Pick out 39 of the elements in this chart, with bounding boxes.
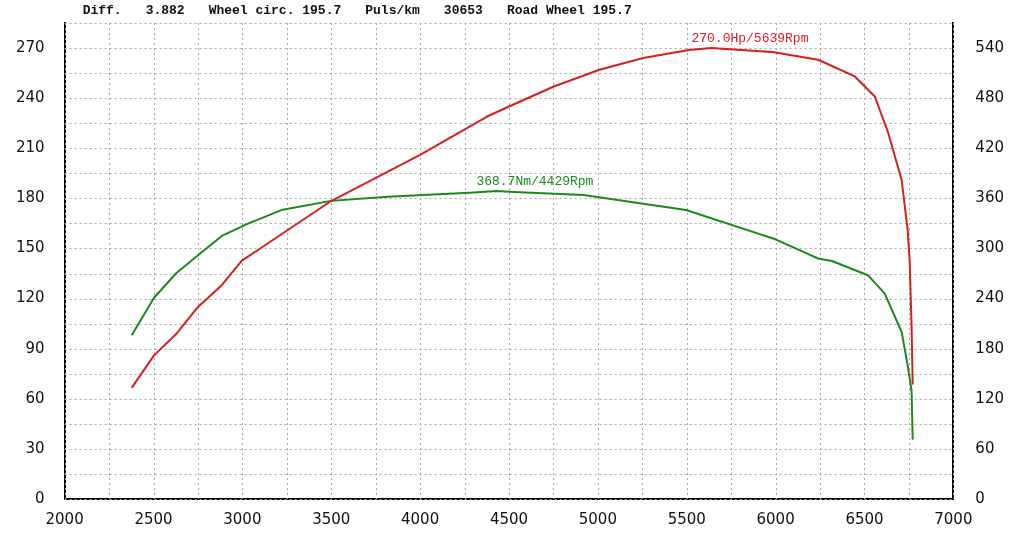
x-tick-label: 2000 (45, 509, 84, 528)
x-tick-label: 4500 (489, 509, 529, 528)
text: Wheel circ. 195.7 (208, 3, 342, 19)
y2-tick-label: 0 (975, 488, 985, 507)
x-tick-label: 6000 (756, 509, 795, 528)
text: 3.882 (145, 3, 185, 19)
y-tick-label: 90 (25, 338, 45, 357)
annotation: 368.7Nm/4429Rpm (476, 174, 594, 190)
y-tick-label: 240 (15, 88, 45, 107)
annotation: 270.0Hp/5639Rpm (691, 30, 809, 46)
y-tick-label: 270 (15, 37, 45, 56)
x-tick-label: 2500 (134, 509, 173, 528)
text: 30653 (443, 3, 484, 19)
x-tick-label: 4000 (401, 509, 440, 528)
text: Diff. (82, 3, 122, 19)
y2-tick-label: 60 (975, 438, 995, 457)
y-tick-label: 210 (15, 138, 45, 157)
y-tick-label: 150 (15, 238, 45, 257)
y-tick-label: 120 (15, 288, 45, 307)
x-tick-label: 7000 (934, 509, 973, 528)
y-tick-label: 60 (25, 388, 45, 407)
y-tick-label: 30 (25, 438, 45, 457)
y2-tick-label: 300 (975, 238, 1005, 257)
y2-tick-label: 540 (975, 37, 1005, 56)
y2-tick-label: 420 (975, 138, 1005, 157)
x-tick-label: 3000 (223, 509, 262, 528)
x-tick-label: 5500 (667, 509, 706, 528)
x-tick-label: 6500 (845, 509, 884, 528)
y2-tick-label: 480 (975, 88, 1005, 107)
x-tick-label: 5000 (578, 509, 617, 528)
y2-tick-label: 240 (975, 288, 1005, 307)
x-tick-label: 3500 (312, 509, 351, 528)
y-tick-label: 0 (35, 488, 45, 507)
y-tick-label: 180 (15, 188, 45, 207)
y2-tick-label: 360 (975, 188, 1005, 207)
y2-tick-label: 120 (975, 388, 1005, 407)
text: Road Wheel 195.7 (506, 3, 632, 19)
text: Puls/km (365, 3, 421, 19)
y2-tick-label: 180 (975, 338, 1005, 357)
